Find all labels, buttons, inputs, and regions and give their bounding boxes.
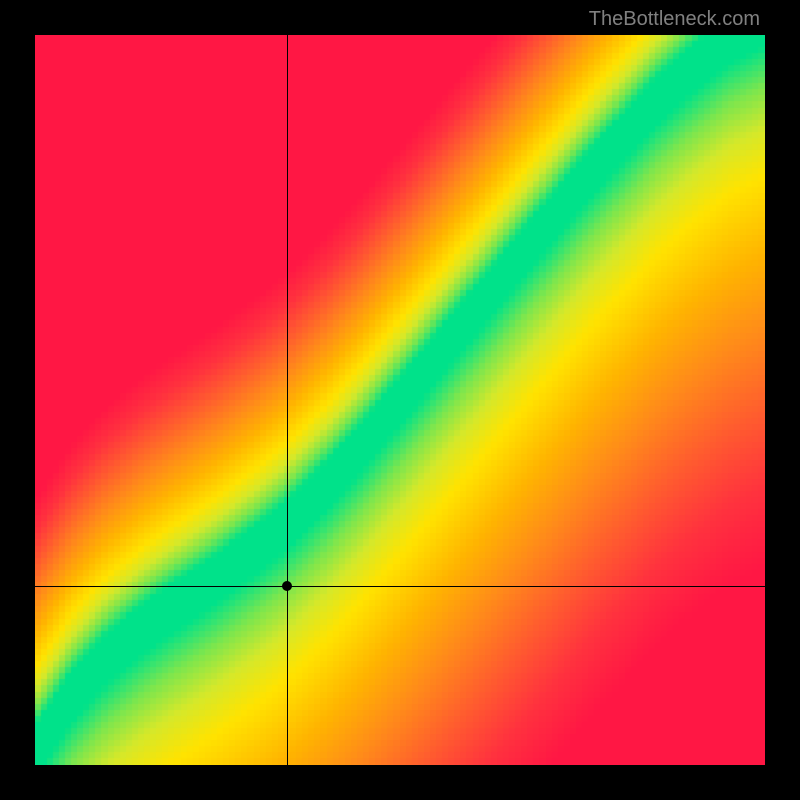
watermark-text: TheBottleneck.com [589, 8, 760, 31]
crosshair-horizontal [35, 586, 765, 587]
plot-area [35, 35, 765, 765]
crosshair-vertical [287, 35, 288, 765]
marker-dot [282, 581, 292, 591]
chart-outer-frame: TheBottleneck.com [0, 0, 800, 800]
heatmap-canvas [35, 35, 765, 765]
